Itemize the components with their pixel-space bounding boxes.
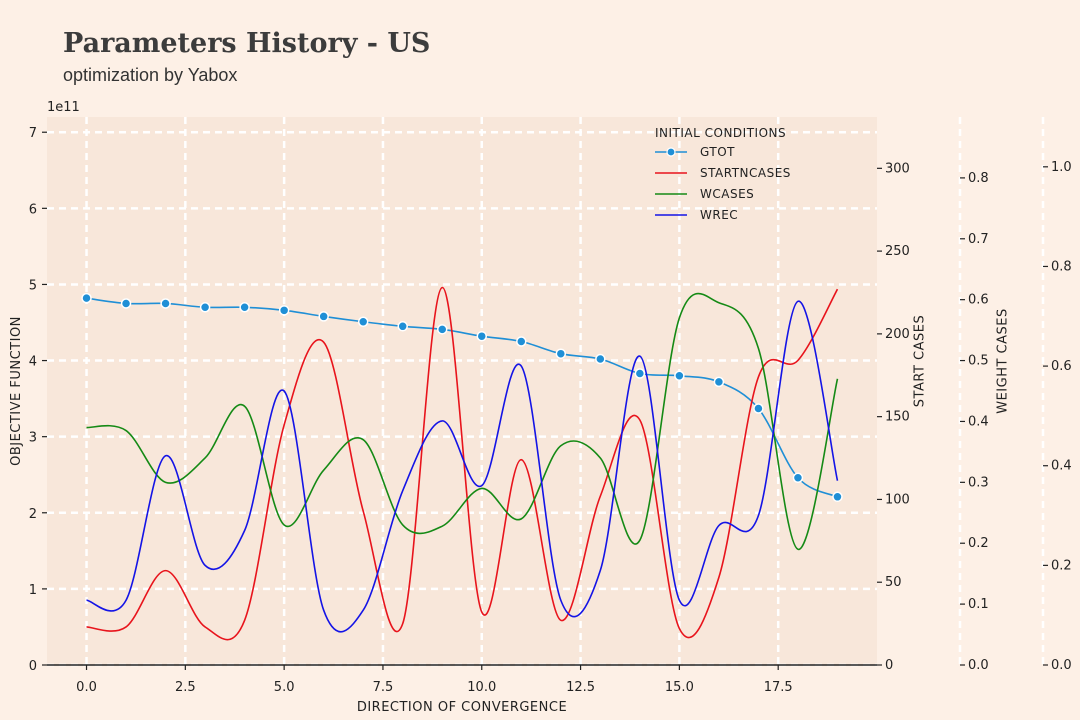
y-tick-label: 6 [29, 202, 37, 217]
right-tick-label: 0.0 [968, 658, 989, 673]
legend-marker [666, 147, 676, 157]
right-tick-label: 1.0 [1051, 160, 1072, 175]
y-axis-multiplier: 1e11 [47, 100, 80, 115]
right-tick-label: 0.1 [968, 597, 989, 612]
x-tick-label: 12.5 [566, 680, 595, 695]
legend-label: WCASES [700, 187, 754, 201]
point-gtot [634, 368, 646, 379]
right-tick-label: 150 [885, 410, 910, 425]
point-gtot [555, 348, 567, 359]
right-tick-label: 0.4 [1051, 459, 1072, 474]
point-gtot [436, 324, 448, 335]
y-tick-label: 2 [29, 507, 37, 522]
right-tick-label: 0.8 [1051, 259, 1072, 274]
legend-title: INITIAL CONDITIONS [655, 126, 786, 140]
series-line-wcases [86, 292, 839, 551]
y-tick-label: 1 [29, 583, 37, 598]
x-tick-label: 2.5 [175, 680, 196, 695]
legend-label: WREC [700, 208, 738, 222]
right-tick-label: 0.2 [1051, 558, 1072, 573]
right-axis-label: START CASES [913, 315, 928, 407]
right-tick-label: 0.2 [968, 536, 989, 551]
point-gtot [516, 336, 527, 347]
chart-subtitle: optimization by Yabox [63, 65, 238, 85]
right-tick-label: 200 [885, 327, 910, 342]
legend-label: GTOT [700, 145, 735, 159]
point-gtot [239, 302, 250, 313]
x-axis-label: DIRECTION OF CONVERGENCE [357, 700, 567, 715]
right-tick-label: 0.6 [1051, 359, 1072, 374]
y-tick-label: 0 [29, 659, 37, 674]
series-lines [81, 286, 843, 641]
chart-title: Parameters History - US [63, 28, 431, 59]
y-tick-label: 3 [29, 431, 37, 446]
right-tick-label: 0.3 [968, 475, 989, 490]
point-gtot [397, 321, 408, 332]
axes: 0.0 2.5 5.0 7.5 10.0 12.5 15.0 17.5 0 1 2 3 4 5 6 7 1e11… [9, 100, 1072, 715]
x-tick-label: 5.0 [274, 680, 295, 695]
point-gtot [199, 302, 211, 313]
right-tick-label: 0.7 [968, 232, 989, 247]
point-gtot [792, 472, 804, 484]
right-tick-label: 0.6 [968, 293, 989, 308]
x-tick-label: 10.0 [467, 680, 496, 695]
legend: INITIAL CONDITIONS GTOT STARTNCASES WCASES W… [655, 126, 791, 222]
point-gtot [832, 491, 843, 503]
series-line-wrec [86, 300, 839, 633]
y-axis-label: OBJECTIVE FUNCTION [9, 316, 24, 466]
point-gtot [120, 298, 132, 309]
x-tick-label: 15.0 [665, 680, 694, 695]
x-tick-label: 17.5 [764, 680, 793, 695]
point-gtot [318, 311, 329, 322]
legend-label: STARTNCASES [700, 166, 791, 180]
right-tick-label: 250 [885, 244, 910, 259]
right-axis-label: WEIGHT CASES [996, 308, 1011, 414]
point-gtot [278, 305, 290, 316]
point-gtot [713, 376, 725, 388]
right-tick-label: 0 [885, 658, 893, 673]
y-tick-label: 4 [29, 355, 37, 370]
point-gtot [81, 292, 92, 304]
right-tick-label: 50 [885, 575, 902, 590]
right-tick-label: 0.4 [968, 414, 989, 429]
point-gtot [753, 403, 764, 414]
right-tick-label: 0.5 [968, 354, 989, 369]
point-gtot [595, 353, 606, 365]
series-line-startncases [86, 286, 839, 641]
point-gtot [160, 298, 171, 309]
right-tick-label: 0.8 [968, 171, 989, 186]
right-tick-label: 100 [885, 492, 910, 507]
right-tick-label: 0.0 [1051, 658, 1072, 673]
point-gtot [674, 370, 685, 382]
y-tick-label: 5 [29, 278, 37, 293]
point-gtot [357, 316, 369, 327]
x-tick-label: 0.0 [76, 680, 97, 695]
x-tick-label: 7.5 [373, 680, 394, 695]
y-tick-label: 7 [29, 126, 37, 141]
right-tick-label: 300 [885, 161, 910, 176]
point-gtot [476, 330, 488, 342]
